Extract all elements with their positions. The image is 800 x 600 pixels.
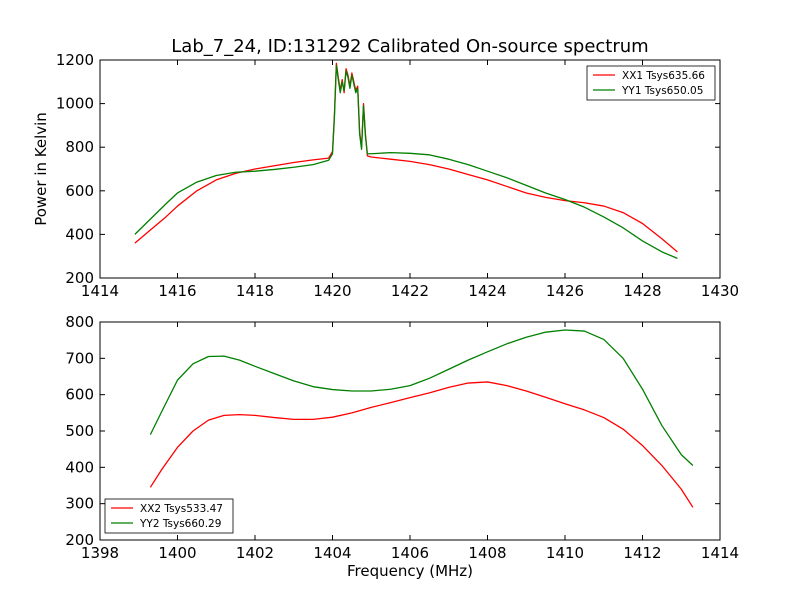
series-line-2 [134, 64, 678, 259]
plot-area [134, 62, 678, 259]
x-tick-label: 1398 [81, 544, 119, 562]
x-tick-label: 1422 [391, 282, 429, 300]
legend-label-1: XX1 Tsys635.66 [622, 70, 705, 82]
y-tick-label: 200 [65, 269, 94, 287]
x-tick-label: 1404 [313, 544, 351, 562]
x-tick-label: 1402 [236, 544, 274, 562]
x-tick-label: 1416 [158, 282, 196, 300]
legend-box [104, 498, 234, 534]
y-tick-label: 500 [65, 422, 94, 440]
y-tick-label: 400 [65, 225, 94, 243]
x-tick-label: 1428 [623, 282, 661, 300]
legend-box [586, 65, 716, 101]
legend: XX1 Tsys635.66 YY1 Tsys650.05 [586, 65, 716, 101]
legend-label-2: YY1 Tsys650.05 [621, 85, 703, 97]
x-tick-label: 1414 [701, 544, 739, 562]
x-tick-label: 1412 [623, 544, 661, 562]
y-tick-label: 400 [65, 458, 94, 476]
x-tick-label: 1420 [313, 282, 351, 300]
x-tick-label: 1418 [236, 282, 274, 300]
x-tick-label: 1406 [391, 544, 429, 562]
x-tick-label: 1410 [546, 544, 584, 562]
x-axis-label: Frequency (MHz) [347, 562, 473, 580]
x-tick-label: 1414 [81, 282, 119, 300]
y-tick-label: 200 [65, 531, 94, 549]
chart-title: Lab_7_24, ID:131292 Calibrated On-source… [171, 36, 648, 57]
y-axis-label: Power in Kelvin [32, 112, 50, 226]
x-tick-label: 1408 [468, 544, 506, 562]
x-tick-label: 1430 [701, 282, 739, 300]
y-tick-label: 800 [65, 313, 94, 331]
x-tick-label: 1424 [468, 282, 506, 300]
legend-label-1: XX2 Tsys533.47 [140, 503, 223, 515]
y-tick-label: 1000 [56, 95, 94, 113]
y-tick-label: 700 [65, 349, 94, 367]
top-panel: Lab_7_24, ID:131292 Calibrated On-source… [32, 36, 739, 300]
x-tick-label: 1400 [158, 544, 196, 562]
y-tick-label: 600 [65, 182, 94, 200]
plot-area [149, 329, 694, 508]
x-tick-label: 1426 [546, 282, 584, 300]
y-tick-label: 800 [65, 138, 94, 156]
series-line-1 [149, 381, 694, 508]
legend-label-2: YY2 Tsys660.29 [139, 518, 221, 530]
legend: XX2 Tsys533.47 YY2 Tsys660.29 [104, 498, 234, 534]
y-tick-label: 1200 [56, 51, 94, 69]
y-tick-label: 300 [65, 495, 94, 513]
bottom-panel: 1398 1400 1402 1404 1406 1408 1410 1412 1414 200 3… [65, 313, 739, 580]
y-tick-label: 600 [65, 386, 94, 404]
series-line-2 [149, 329, 694, 466]
